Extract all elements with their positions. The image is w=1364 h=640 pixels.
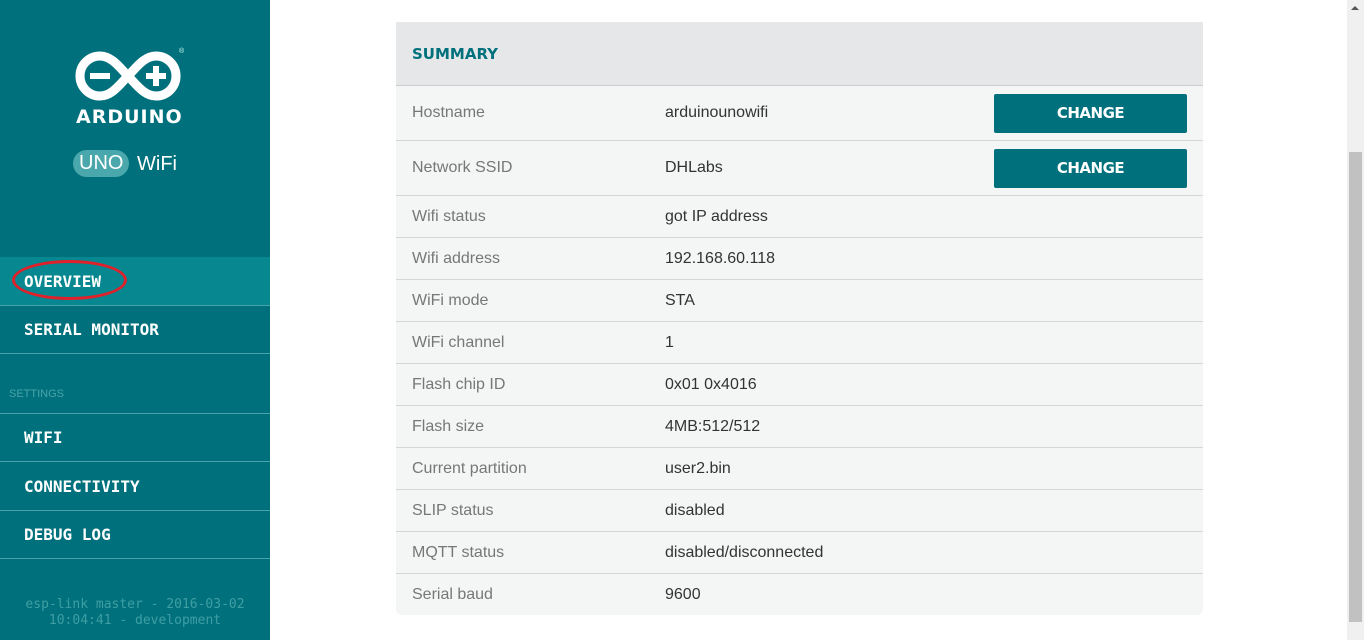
row-value: 0x01 0x4016 (665, 375, 757, 393)
footer-line: esp-link master - 2016-03-02 (25, 597, 245, 612)
summary-row: Wifi status got IP address (396, 196, 1203, 238)
summary-row: WiFi mode STA (396, 280, 1203, 322)
row-label: SLIP status (412, 501, 494, 519)
summary-row: Network SSID DHLabs CHANGE (396, 141, 1203, 196)
row-value: 192.168.60.118 (665, 249, 776, 267)
row-value: got IP address (665, 207, 768, 225)
nav-label: SERIAL MONITOR (24, 320, 159, 339)
row-label: Current partition (412, 459, 527, 477)
summary-row: Wifi address 192.168.60.118 (396, 238, 1203, 280)
sidebar: ® ARDUINO UNO WiFi OVERVIEW SERIAL MONIT… (0, 0, 270, 640)
row-label: Wifi address (412, 249, 501, 267)
row-value: 1 (665, 333, 674, 351)
summary-card: SUMMARY Hostname arduinounowifi CHANGE Netw… (396, 22, 1203, 615)
summary-row: Flash size 4MB:512/512 (396, 406, 1203, 448)
scrollbar[interactable] (1347, 0, 1364, 640)
row-value: user2.bin (665, 459, 731, 477)
row-label: Hostname (412, 104, 485, 121)
nav-connectivity[interactable]: CONNECTIVITY (0, 462, 270, 511)
summary-row: Serial baud 9600 (396, 574, 1203, 615)
row-value: DHLabs (665, 159, 723, 176)
row-value: 9600 (665, 586, 701, 603)
row-value: disabled (665, 501, 725, 519)
divider (0, 413, 270, 414)
row-value: arduinounowifi (665, 104, 769, 121)
logo-text: ARDUINO (76, 106, 183, 128)
change-button[interactable]: CHANGE (994, 148, 1187, 188)
summary-row: Current partition user2.bin (396, 448, 1203, 490)
nav-label: WIFI (24, 428, 63, 447)
nav-label: DEBUG LOG (24, 525, 111, 544)
summary-row: Hostname arduinounowifi CHANGE (396, 86, 1203, 141)
nav-serial-monitor[interactable]: SERIAL MONITOR (0, 306, 270, 354)
nav-label: CONNECTIVITY (24, 476, 140, 496)
wifi-badge-text: WiFi (137, 153, 177, 175)
version-footer: esp-link master - 2016-03-02 10:04:41 - … (0, 597, 270, 629)
summary-row: SLIP status disabled (396, 490, 1203, 532)
nav-debug-log[interactable]: DEBUG LOG (0, 511, 270, 559)
summary-row: WiFi channel 1 (396, 322, 1203, 364)
arduino-logo-icon (75, 51, 181, 101)
row-label: Flash size (412, 417, 485, 435)
row-value: STA (665, 291, 695, 309)
registered-mark: ® (179, 48, 185, 55)
row-label: Serial baud (412, 586, 493, 603)
row-label: MQTT status (412, 543, 505, 561)
highlight-annotation (12, 260, 127, 300)
row-label: Network SSID (412, 159, 513, 176)
row-label: WiFi mode (412, 291, 489, 309)
change-button[interactable]: CHANGE (994, 93, 1187, 133)
scroll-up-icon[interactable] (1351, 6, 1359, 10)
summary-title: SUMMARY (396, 22, 1203, 86)
nav-wifi[interactable]: WIFI (0, 414, 270, 462)
summary-row: MQTT status disabled/disconnected (396, 532, 1203, 574)
row-value: 4MB:512/512 (665, 417, 761, 435)
summary-row: Flash chip ID 0x01 0x4016 (396, 364, 1203, 406)
row-value: disabled/disconnected (665, 543, 824, 561)
row-label: Flash chip ID (412, 375, 506, 393)
uno-badge: UNO (73, 150, 130, 177)
footer-line: 10:04:41 - development (48, 613, 222, 628)
row-label: Wifi status (412, 207, 486, 225)
row-label: WiFi channel (412, 333, 505, 351)
scrollbar-thumb[interactable] (1349, 152, 1362, 622)
settings-heading: SETTINGS (9, 388, 65, 400)
